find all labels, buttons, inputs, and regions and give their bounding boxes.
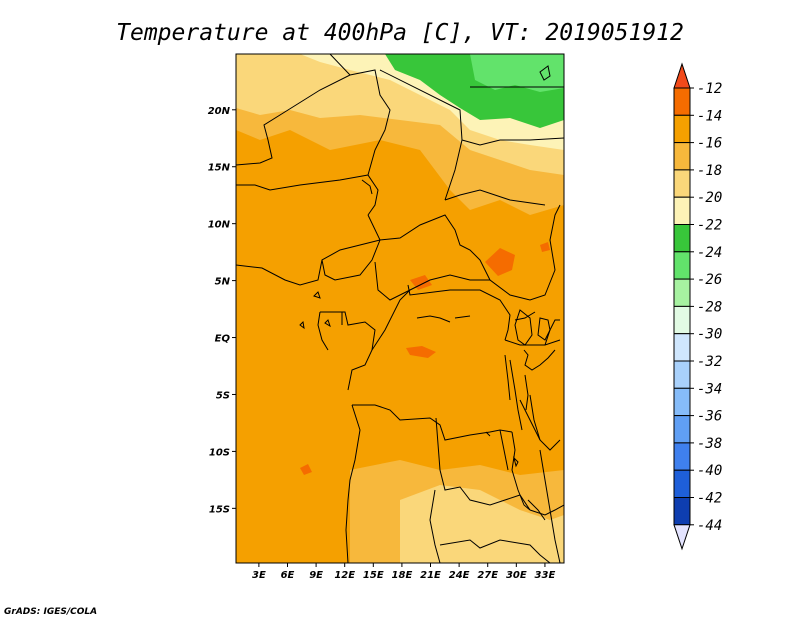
colorbar-top-arrow	[673, 62, 691, 89]
lat-tick-label: 15N	[208, 163, 231, 174]
colorbar-label: -24	[697, 245, 722, 261]
colorbar-segment	[673, 278, 691, 307]
colorbar: -12 -14 -16 -18 -20 -22 -24 -26 -28 -30 -32 -34 -36 -…	[673, 62, 722, 551]
grads-credit: GrADS: IGES/COLA	[4, 607, 97, 617]
colorbar-label: -20	[697, 190, 722, 206]
map-frame	[235, 53, 565, 564]
colorbar-segment	[673, 333, 691, 362]
colorbar-segment	[673, 415, 691, 444]
lon-tick-label: 24E	[449, 570, 470, 581]
colorbar-segment	[673, 442, 691, 471]
band-minus26	[470, 54, 564, 92]
colorbar-segment	[673, 305, 691, 335]
lon-tick-label: 21E	[420, 570, 441, 581]
lon-tick-label: 27E	[477, 570, 498, 581]
lon-tick-label: 15E	[363, 570, 384, 581]
lon-tick-label: 33E	[535, 570, 556, 581]
colorbar-label: -14	[697, 108, 722, 124]
lat-tick-label: 15S	[209, 504, 230, 515]
lon-tick-label: 9E	[309, 570, 323, 581]
lat-tick-label: EQ	[215, 334, 231, 345]
patch-minus12-d	[300, 464, 312, 475]
lon-tick-label: 6E	[281, 570, 295, 581]
colorbar-segment	[673, 169, 691, 198]
temperature-field	[236, 54, 564, 563]
longitude-ticks: 3E 6E 9E 12E 15E 18E 21E 24E 27E 30E 33E	[252, 563, 555, 581]
colorbar-segment	[673, 251, 691, 280]
lat-tick-label: 5N	[215, 277, 231, 288]
colorbar-bottom-arrow	[673, 524, 691, 551]
lat-tick-label: 20N	[208, 106, 231, 117]
latitude-ticks: 20N 15N 10N 5N EQ 5S 10S 15S	[208, 106, 236, 515]
lat-tick-label: 10S	[209, 447, 230, 458]
colorbar-label: -44	[697, 518, 722, 534]
colorbar-label: -30	[697, 327, 722, 343]
lon-tick-label: 3E	[252, 570, 266, 581]
colorbar-label: -26	[697, 272, 722, 288]
colorbar-label: -18	[697, 163, 722, 179]
colorbar-segment	[673, 224, 691, 253]
map-panel: 20N 15N 10N 5N EQ 5S 10S 15S 3E 6E 9E 12E 15E 18E 21E…	[208, 53, 565, 581]
lakes-and-islands	[299, 65, 551, 521]
colorbar-label: -28	[697, 299, 722, 315]
patch-minus12-e	[540, 242, 550, 252]
colorbar-segment	[673, 87, 691, 116]
lat-tick-label: 10N	[208, 220, 231, 231]
colorbar-segment	[673, 142, 691, 171]
colorbar-segment	[673, 469, 691, 499]
colorbar-segment	[673, 196, 691, 225]
colorbar-label: -36	[697, 409, 722, 425]
colorbar-label: -16	[697, 136, 722, 152]
colorbar-segment	[673, 497, 691, 526]
colorbar-segment	[673, 360, 691, 389]
colorbar-label: -32	[697, 354, 722, 370]
colorbar-segment	[673, 114, 691, 144]
colorbar-label: -40	[697, 463, 722, 479]
patch-minus12-a	[485, 248, 515, 276]
lon-tick-label: 30E	[506, 570, 527, 581]
patch-minus12-b	[410, 275, 432, 290]
lon-tick-label: 12E	[334, 570, 355, 581]
colorbar-label: -42	[697, 491, 722, 507]
colorbar-label: -34	[697, 381, 722, 397]
colorbar-label: -12	[697, 81, 722, 97]
lat-tick-label: 5S	[216, 390, 230, 401]
colorbar-label: -38	[697, 436, 722, 452]
patch-minus12-c	[406, 346, 436, 358]
colorbar-label: -22	[697, 218, 722, 234]
figure-title: Temperature at 400hPa [C], VT: 201905191…	[116, 20, 684, 46]
colorbar-segment	[673, 387, 691, 417]
lon-tick-label: 18E	[392, 570, 413, 581]
